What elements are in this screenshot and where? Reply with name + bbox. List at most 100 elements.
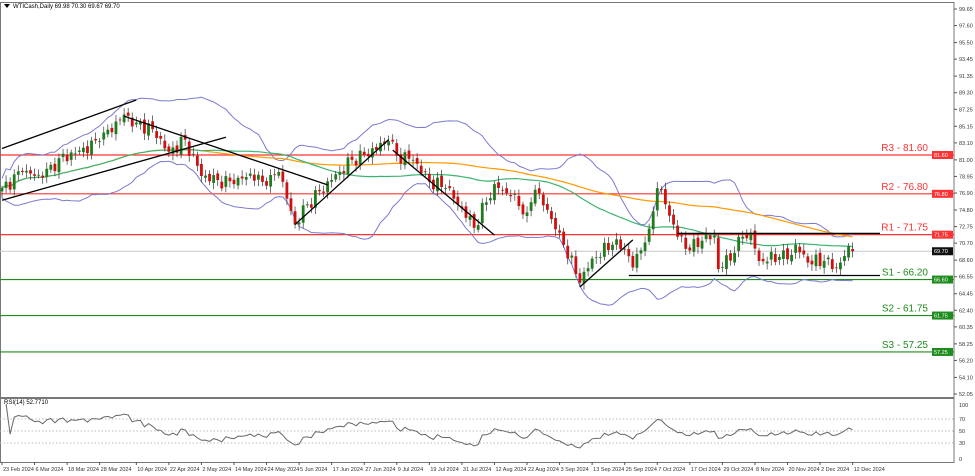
candle: [802, 250, 806, 255]
candle: [134, 122, 138, 125]
candle: [765, 261, 769, 264]
price-tick-label: 52.05: [959, 392, 973, 398]
candle: [57, 158, 61, 173]
bollinger-upper-band: [1, 96, 853, 238]
candle: [293, 211, 297, 225]
date-tick-label: 24 May 2024: [268, 467, 300, 473]
candle: [391, 139, 395, 142]
candle: [708, 235, 712, 240]
main-panel-frame: [0, 2, 955, 398]
candle: [834, 267, 838, 269]
candle: [138, 121, 142, 125]
date-tick-label: 9 Jul 2024: [398, 467, 423, 473]
candle: [594, 257, 598, 259]
candle: [806, 256, 810, 263]
candle: [20, 170, 24, 172]
level-price-tag-text: 71.75: [934, 233, 948, 239]
date-tick-label: 2 Dec 2024: [821, 467, 849, 473]
date-tick-label: 17 Jun 2024: [333, 467, 363, 473]
candle: [505, 188, 509, 194]
rsi-tick-label: 50: [959, 429, 965, 435]
candle: [525, 212, 529, 216]
date-tick-label: 13 Sep 2024: [593, 467, 624, 473]
trendline: [1, 99, 137, 150]
candle: [163, 140, 167, 149]
candle: [110, 127, 114, 133]
candle: [692, 239, 696, 252]
price-tick-label: 54.10: [959, 375, 973, 381]
candle: [794, 244, 798, 253]
trendline: [392, 149, 495, 236]
candle: [4, 181, 8, 189]
candle: [570, 255, 574, 258]
candle: [236, 177, 240, 186]
candle: [615, 239, 618, 245]
price-tick-label: 91.35: [959, 74, 973, 80]
candle: [664, 189, 667, 205]
candle: [224, 176, 228, 187]
date-tick-label: 29 Oct 2024: [723, 467, 753, 473]
date-tick-label: 27 Jun 2024: [365, 467, 395, 473]
candle: [159, 135, 163, 139]
candle: [16, 171, 20, 175]
candle: [61, 153, 65, 158]
candle: [8, 181, 12, 190]
candle: [285, 182, 289, 199]
candle: [517, 195, 521, 207]
price-tick-label: 60.35: [959, 325, 973, 331]
candle: [261, 175, 264, 182]
candle: [45, 168, 49, 177]
candle: [680, 235, 684, 237]
level-price-tag: [932, 230, 953, 239]
candle: [635, 253, 639, 268]
candle: [334, 174, 338, 180]
candle: [582, 271, 586, 284]
candle: [228, 177, 232, 182]
candle: [493, 184, 496, 201]
sma-fast-line: [1, 149, 853, 248]
candle: [456, 196, 460, 205]
candle: [590, 258, 594, 269]
date-tick-label: 2 May 2024: [202, 467, 231, 473]
candle: [826, 257, 830, 260]
candle: [301, 205, 305, 223]
candle: [90, 140, 93, 155]
rsi-tick-label: 70: [959, 417, 965, 423]
candle: [167, 146, 171, 152]
candle: [41, 175, 45, 178]
date-tick-label: 28 Mar 2024: [101, 467, 132, 473]
date-tick-label: 10 Apr 2024: [137, 467, 167, 473]
date-tick-label: 17 Oct 2024: [691, 467, 721, 473]
candle: [655, 188, 659, 211]
date-tick-label: 18 Mar 2024: [68, 467, 99, 473]
candle: [814, 254, 818, 267]
price-tick-label: 81.00: [959, 158, 973, 164]
price-tick-label: 83.10: [959, 141, 973, 147]
date-tick-label: 6 Mar 2024: [36, 467, 64, 473]
candle: [403, 152, 407, 166]
candle: [175, 145, 179, 153]
candle: [350, 156, 354, 160]
level-price-tag: [932, 275, 953, 284]
level-price-tag: [932, 347, 953, 356]
candle: [513, 194, 517, 195]
candle: [623, 248, 627, 250]
date-tick-label: 14 May 2024: [235, 467, 267, 473]
rsi-tick-label: 30: [959, 441, 965, 447]
candle: [484, 202, 488, 205]
candle: [497, 182, 500, 188]
price-tick-label: 85.15: [959, 124, 973, 130]
level-price-tag-text: 66.60: [934, 278, 948, 284]
candle: [366, 153, 370, 157]
candle: [338, 171, 342, 175]
candle: [578, 273, 582, 283]
candle: [399, 154, 403, 164]
candle: [558, 230, 561, 233]
level-price-tag-text: 81.60: [934, 153, 948, 159]
candle: [440, 175, 443, 187]
price-tick-label: 97.60: [959, 24, 973, 30]
price-tick-label: 74.80: [959, 208, 973, 214]
candle: [419, 165, 423, 174]
candle: [545, 203, 549, 210]
